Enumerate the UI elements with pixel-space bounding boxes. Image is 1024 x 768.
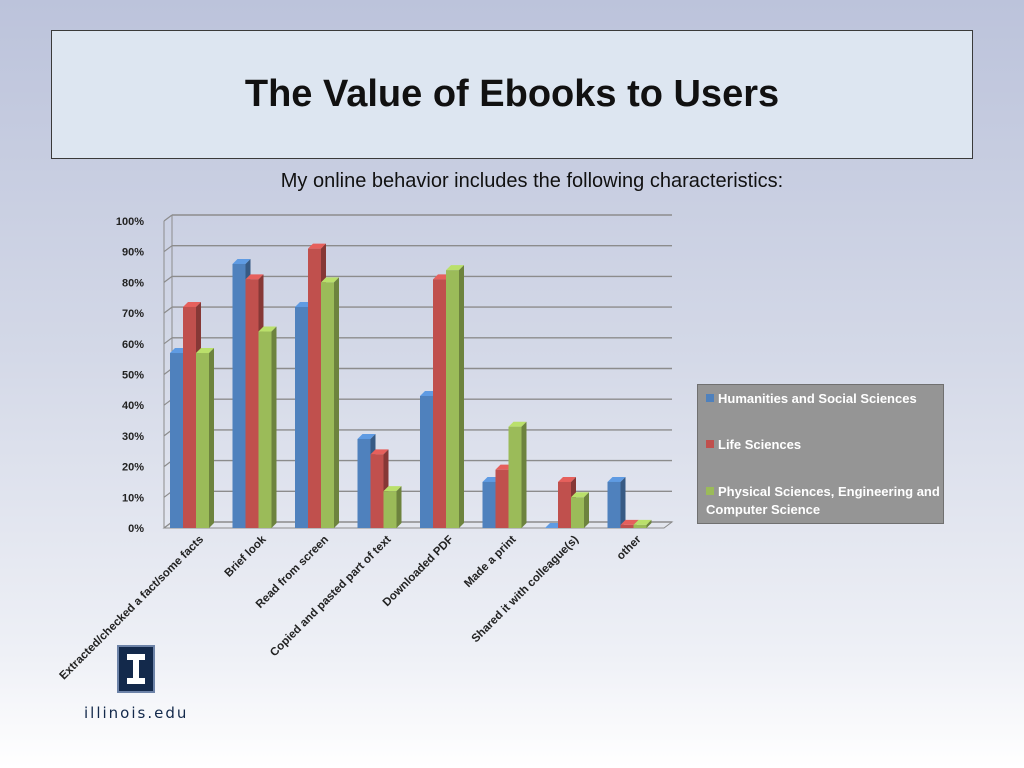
- block-i-glyph: [127, 654, 145, 684]
- bar-side: [521, 421, 527, 528]
- y-tick-label: 10%: [122, 492, 144, 504]
- y-tick-label: 40%: [122, 400, 144, 412]
- bar: [183, 306, 196, 528]
- gridline-side: [163, 245, 173, 253]
- bar: [571, 497, 584, 528]
- legend-swatch-physical-sciences: [706, 487, 714, 495]
- bar-side: [646, 519, 652, 528]
- legend-item-physical-sciences: Physical Sciences, Engineering and Compu…: [706, 483, 941, 519]
- bar-side: [209, 348, 214, 528]
- bar: [607, 481, 621, 528]
- gridline-side: [163, 214, 173, 222]
- bar-side: [620, 476, 626, 528]
- x-category-label: Shared it with colleague(s): [470, 534, 582, 646]
- y-tick-label: 70%: [122, 308, 144, 320]
- bar-top: [357, 433, 376, 439]
- x-category-label: Brief look: [223, 533, 269, 579]
- x-category-label: Made a print: [462, 534, 518, 590]
- gridline-side: [163, 306, 173, 314]
- y-tick-label: 0%: [128, 523, 144, 535]
- gridline-side: [163, 275, 173, 283]
- y-tick-label: 50%: [122, 370, 144, 382]
- bar-top: [258, 326, 277, 332]
- bar: [321, 282, 334, 528]
- bar: [633, 524, 647, 528]
- bar: [308, 248, 321, 528]
- bar-top: [446, 265, 464, 271]
- bar: [420, 395, 433, 528]
- bar: [258, 331, 272, 528]
- bar-side: [396, 486, 402, 528]
- bar: [508, 426, 522, 528]
- bar: [370, 454, 384, 528]
- legend-item-life-sciences: Life Sciences: [706, 436, 941, 454]
- bar: [620, 524, 634, 528]
- legend-swatch-life-sciences: [706, 440, 714, 448]
- bar-top: [383, 486, 402, 492]
- bar: [245, 279, 259, 528]
- x-category-label: other: [615, 533, 644, 562]
- y-tick-label: 90%: [122, 247, 144, 259]
- bar-top: [245, 274, 264, 280]
- x-category-label: Downloaded PDF: [381, 534, 456, 609]
- bar-top: [321, 277, 339, 283]
- legend-swatch-humanities: [706, 394, 714, 402]
- illinois-block-i-icon: [117, 645, 155, 693]
- bar: [558, 481, 571, 528]
- bar-top: [196, 348, 214, 354]
- slide-title: The Value of Ebooks to Users: [244, 73, 780, 115]
- bar: [170, 353, 183, 528]
- footer-url: illinois.edu: [84, 704, 189, 722]
- bar-side: [459, 265, 464, 528]
- bar-top: [571, 492, 589, 498]
- bar: [446, 270, 459, 528]
- y-tick-label: 30%: [122, 431, 144, 443]
- x-category-label: Copied and pasted part of text: [268, 534, 394, 660]
- bar: [196, 353, 209, 528]
- bar-top: [633, 519, 652, 525]
- bar-side: [584, 492, 589, 528]
- bar: [357, 438, 371, 528]
- legend-item-humanities: Humanities and Social Sciences: [706, 390, 941, 408]
- y-tick-label: 60%: [122, 339, 144, 351]
- bar-top: [308, 243, 326, 249]
- y-tick-label: 80%: [122, 277, 144, 289]
- bar: [295, 306, 308, 528]
- bar: [495, 469, 509, 528]
- bar-top: [607, 476, 626, 482]
- legend-label-humanities: Humanities and Social Sciences: [718, 391, 917, 406]
- slide-subtitle: My online behavior includes the followin…: [280, 170, 784, 192]
- bar-side: [334, 277, 339, 528]
- y-tick-label: 20%: [122, 462, 144, 474]
- bar: [433, 279, 446, 528]
- bar: [232, 263, 246, 528]
- bar-side: [271, 326, 277, 528]
- bar: [482, 481, 496, 528]
- legend-label-physical-sciences: Physical Sciences, Engineering and Compu…: [706, 484, 940, 517]
- bar-top: [370, 449, 389, 455]
- bar-top: [508, 421, 527, 427]
- bar-top: [558, 476, 576, 482]
- chart-legend: Humanities and Social Sciences Life Scie…: [697, 384, 944, 524]
- title-box: The Value of Ebooks to Users: [51, 30, 973, 159]
- bar-top: [232, 258, 251, 264]
- y-tick-label: 100%: [116, 216, 144, 228]
- bar-top: [620, 519, 639, 525]
- bar: [383, 491, 397, 528]
- bar-top: [183, 301, 201, 307]
- gridline-side: [163, 337, 173, 345]
- legend-label-life-sciences: Life Sciences: [718, 437, 802, 452]
